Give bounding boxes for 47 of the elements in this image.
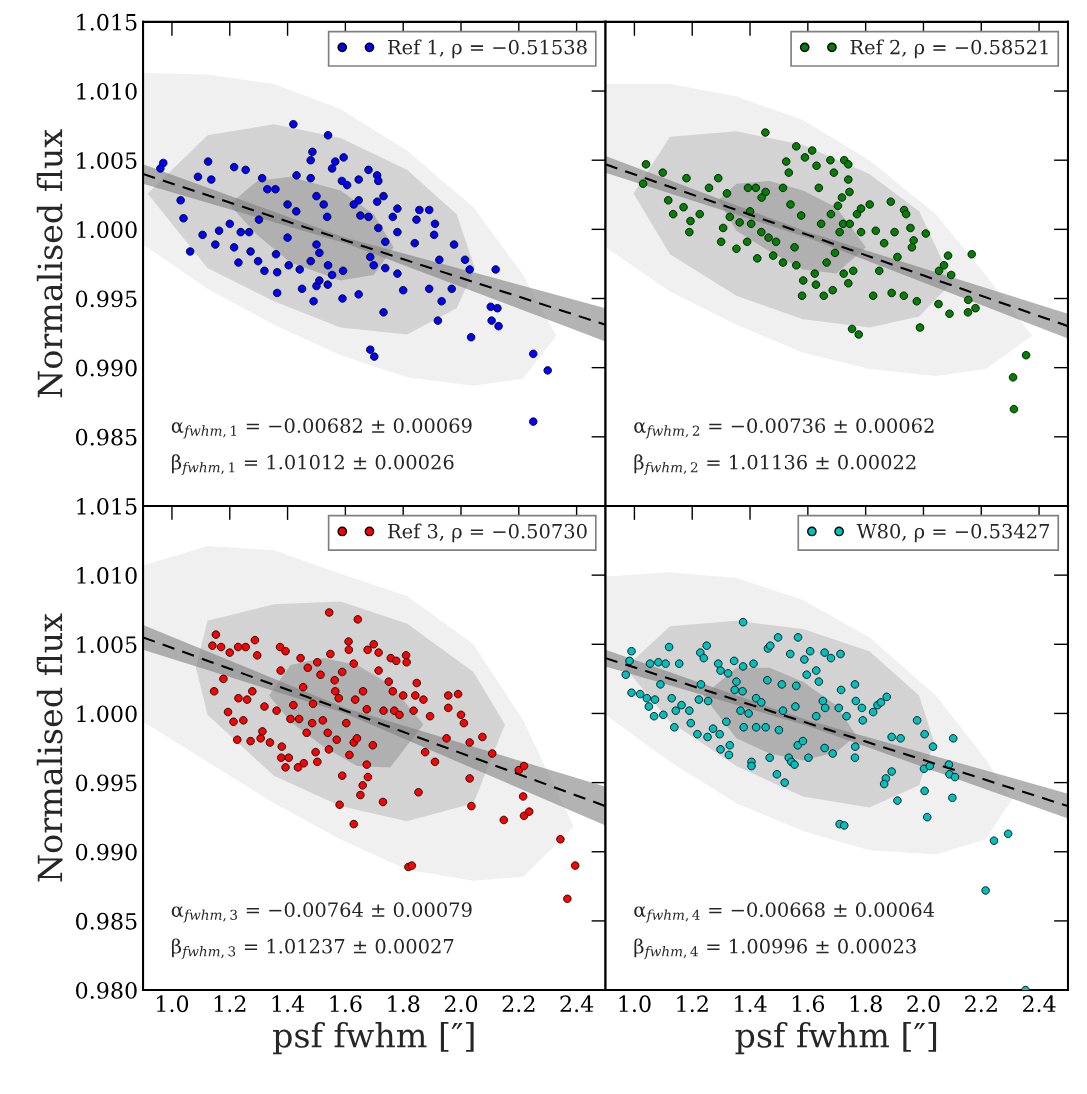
x-tick-label: 2.2 <box>965 995 997 1013</box>
y-tick-label: 0.985 <box>76 428 137 446</box>
y-tick-label: 0.995 <box>76 290 137 308</box>
annotation: α$_{fwhm,1}$ = −0.00682 ± 0.00069 <box>171 418 472 439</box>
x-tick-label: 1.2 <box>677 995 708 1013</box>
y-tick-label: 0.990 <box>76 359 137 377</box>
x-tick-label: 2.4 <box>1022 995 1056 1013</box>
y-tick-label: 1.000 <box>77 705 137 723</box>
y-tick-label: 1.005 <box>77 152 137 169</box>
x-tick-label: 1.8 <box>850 995 882 1013</box>
y-tick-label: 0.980 <box>76 982 137 999</box>
x-tick-label: 1.0 <box>156 995 189 1013</box>
x-tick-label: 1.4 <box>735 995 767 1013</box>
x-tick-label: 2.0 <box>444 995 478 1013</box>
legend-label: Ref 1, ρ = −0.51538 <box>388 39 587 59</box>
annotation: α$_{fwhm,2}$ = −0.00736 ± 0.00062 <box>634 418 934 439</box>
x-tick-label: 1.4 <box>272 995 305 1013</box>
x-axis-title: psf fwhm [″] <box>735 1021 937 1055</box>
annotation: α$_{fwhm,4}$ = −0.00668 ± 0.00064 <box>634 902 935 923</box>
y-tick-label: 1.000 <box>77 221 137 239</box>
legend-label: Ref 3, ρ = −0.50730 <box>388 523 587 543</box>
y-tick-label: 1.015 <box>77 497 137 515</box>
x-tick-label: 1.6 <box>330 995 362 1013</box>
annotation: β$_{fwhm,3}$ = 1.01237 ± 0.00027 <box>172 938 454 960</box>
x-tick-label: 2.2 <box>502 995 535 1013</box>
x-tick-label: 2.0 <box>907 995 940 1013</box>
x-tick-label: 2.4 <box>560 995 594 1013</box>
x-tick-label: 1.0 <box>619 995 651 1013</box>
y-tick-label: 0.990 <box>76 843 137 861</box>
annotation: β$_{fwhm,1}$ = 1.01012 ± 0.00026 <box>172 454 454 476</box>
y-axis-title: Normalised flux <box>36 129 63 398</box>
annotation: β$_{fwhm,2}$ = 1.01136 ± 0.00022 <box>634 454 916 476</box>
y-tick-label: 1.015 <box>77 13 137 31</box>
y-tick-label: 0.985 <box>76 912 137 930</box>
y-tick-label: 0.995 <box>76 774 137 792</box>
y-tick-label: 1.010 <box>77 82 137 100</box>
legend-label: W80, ρ = −0.53427 <box>856 523 1050 543</box>
x-tick-label: 1.8 <box>388 995 420 1013</box>
x-tick-label: 1.6 <box>792 995 825 1013</box>
y-tick-label: 1.010 <box>77 567 137 584</box>
x-axis-title: psf fwhm [″] <box>273 1021 474 1055</box>
y-axis-title: Normalised flux <box>36 613 63 882</box>
annotation: β$_{fwhm,4}$ = 1.00996 ± 0.00023 <box>634 938 916 960</box>
x-tick-label: 1.2 <box>214 995 246 1013</box>
legend-label: Ref 2, ρ = −0.58521 <box>850 39 1048 59</box>
y-tick-label: 1.005 <box>77 636 137 654</box>
annotation: α$_{fwhm,3}$ = −0.00764 ± 0.00079 <box>171 902 472 923</box>
